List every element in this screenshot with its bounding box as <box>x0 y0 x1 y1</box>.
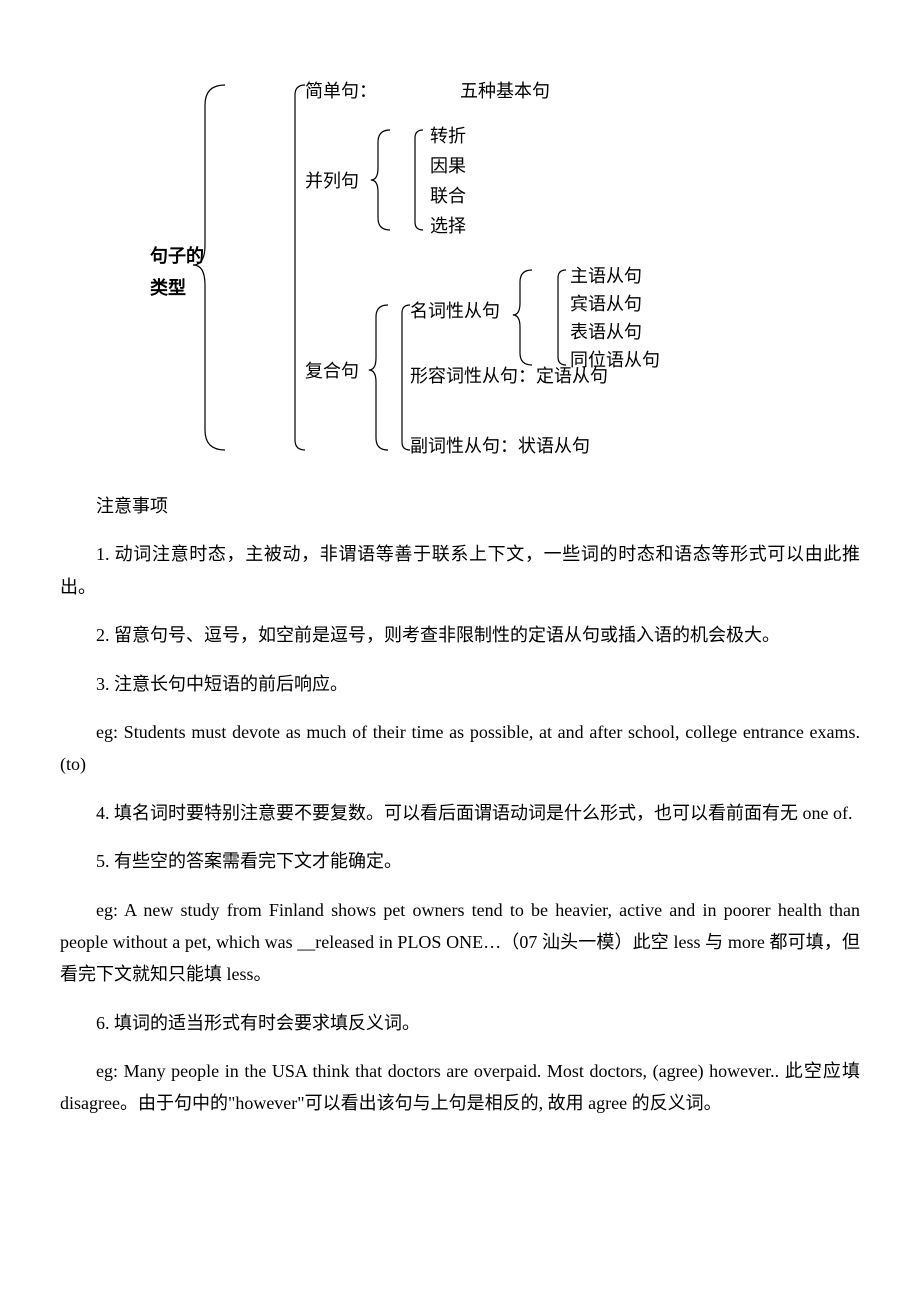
tree-node-c4: 选择 <box>430 210 466 242</box>
bracket-6 <box>513 270 532 365</box>
bracket-7 <box>558 270 566 365</box>
bracket-1 <box>295 85 305 450</box>
bracket-3 <box>415 130 423 230</box>
note-1: 1. 动词注意时态，主被动，非谓语等善于联系上下文，一些词的时态和语态等形式可以… <box>60 538 860 603</box>
tree-node-adv_cl: 副词性从句：状语从句 <box>410 430 590 462</box>
example-5: eg: A new study from Finland shows pet o… <box>60 894 860 991</box>
tree-node-c2: 因果 <box>430 150 466 182</box>
tree-node-complex: 复合句 <box>305 355 359 387</box>
bracket-5 <box>402 305 410 450</box>
notes-heading: 注意事项 <box>60 490 860 522</box>
tree-node-c3: 联合 <box>430 180 466 212</box>
note-4: 4. 填名词时要特别注意要不要复数。可以看后面谓语动词是什么形式，也可以看前面有… <box>60 797 860 829</box>
bracket-2 <box>371 130 390 230</box>
tree-node-noun_cl: 名词性从句 <box>410 295 500 327</box>
tree-node-c1: 转折 <box>430 120 466 152</box>
note-2: 2. 留意句号、逗号，如空前是逗号，则考查非限制性的定语从句或插入语的机会极大。 <box>60 619 860 651</box>
tree-node-simple: 简单句： <box>305 75 377 107</box>
bracket-4 <box>369 305 388 450</box>
note-6: 6. 填词的适当形式有时会要求填反义词。 <box>60 1007 860 1039</box>
tree-node-simple_desc: 五种基本句 <box>460 75 550 107</box>
tree-node-root: 句子的 类型 <box>150 240 204 305</box>
note-3: 3. 注意长句中短语的前后响应。 <box>60 668 860 700</box>
note-5: 5. 有些空的答案需看完下文才能确定。 <box>60 845 860 877</box>
example-3: eg: Students must devote as much of thei… <box>60 716 860 781</box>
sentence-type-tree: 句子的 类型简单句：五种基本句并列句转折因果联合选择复合句名词性从句主语从句宾语… <box>140 60 780 460</box>
example-6: eg: Many people in the USA think that do… <box>60 1055 860 1120</box>
tree-node-compound: 并列句 <box>305 165 359 197</box>
tree-node-adj_cl: 形容词性从句：定语从句 <box>410 360 608 392</box>
